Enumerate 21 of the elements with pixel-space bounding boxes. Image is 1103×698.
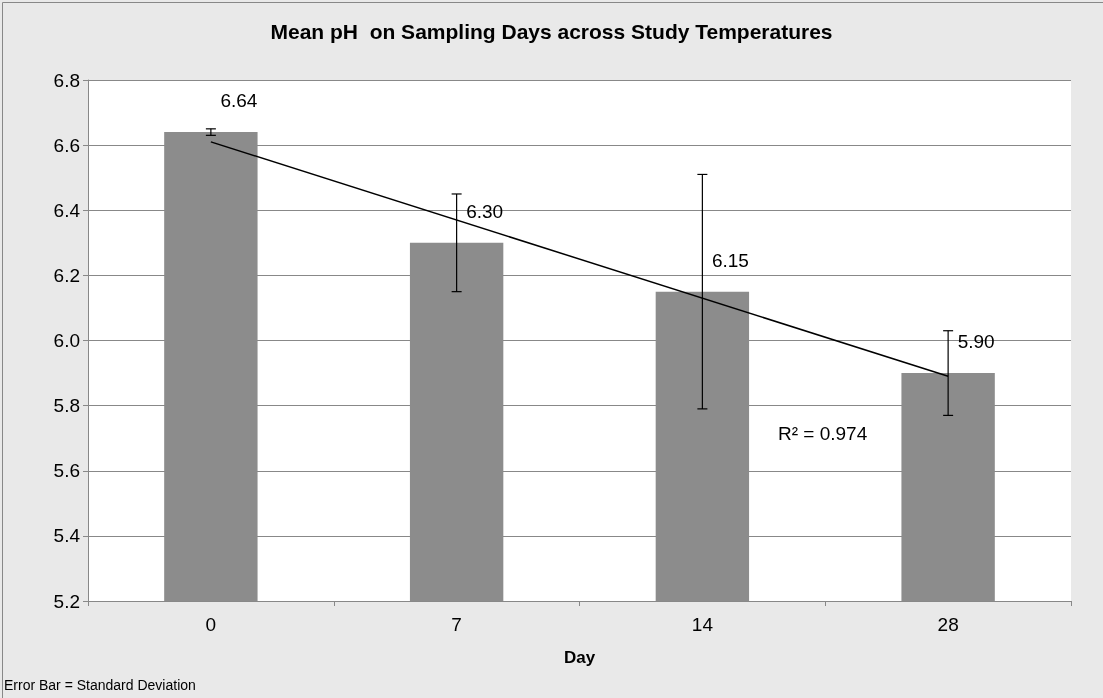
chart-title: Mean pH on Sampling Days across Study Temperatures [270,20,833,43]
y-tick-label: 5.8 [53,395,80,417]
y-tick-label: 5.2 [53,590,80,612]
y-tick-label: 5.4 [53,525,81,547]
y-tick-label: 6.8 [53,69,80,91]
y-tick-label: 5.6 [53,460,80,482]
text: Error Bar = Standard Deviation [4,677,196,693]
x-tick-label: 0 [205,614,217,635]
x-axis-title: Day [563,648,596,667]
y-tick-label: 6.0 [53,330,80,351]
data-label: 5.90 [957,331,995,353]
x-tick-label: 7 [451,614,462,635]
x-tick-label: 14 [691,614,714,635]
y-tick-label: 6.2 [53,264,80,286]
data-label: 6.64 [220,90,258,112]
annotation: R² = 0.974 [778,423,868,444]
data-label: 6.15 [711,249,749,271]
x-tick-label: 28 [937,614,959,635]
data-label: 6.30 [466,200,504,222]
y-tick-label: 6.6 [53,134,80,156]
y-tick-label: 6.4 [53,199,81,221]
